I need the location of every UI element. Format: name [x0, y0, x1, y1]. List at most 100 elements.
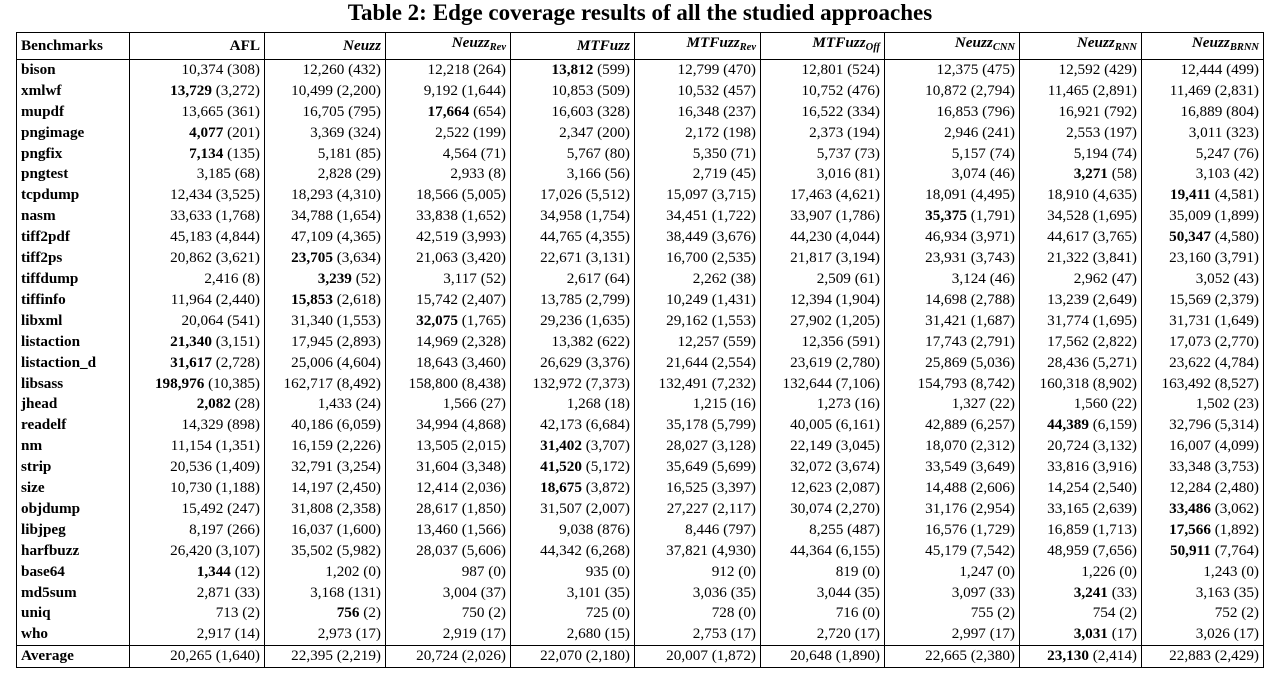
coverage-stddev: (2): [1237, 604, 1259, 622]
coverage-cell: 2,962 (47): [1019, 268, 1142, 290]
coverage-cell: 28,617 (1,850): [385, 498, 511, 520]
coverage-value: 21,817: [790, 249, 832, 267]
table-row: libjpeg 8,197 (266) 16,037 (1,600) 13,460 (…: [16, 519, 1264, 541]
coverage-cell: 31,421 (1,687): [884, 310, 1020, 332]
coverage-value: 2,172: [685, 123, 720, 141]
coverage-cell: 15,853 (2,618): [264, 289, 386, 311]
coverage-cell: 31,617 (2,728): [129, 352, 265, 374]
coverage-stddev: (135): [223, 144, 260, 162]
coverage-value: 2,946: [944, 123, 979, 141]
column-header-base: MTFuzz: [576, 36, 630, 54]
coverage-cell: 42,519 (3,993): [385, 227, 511, 249]
coverage-value: 2,553: [1066, 123, 1101, 141]
coverage-value: 1,202: [325, 562, 360, 580]
coverage-stddev: (2,770): [1210, 332, 1259, 350]
coverage-cell: 44,342 (6,268): [510, 540, 635, 562]
coverage-cell: 17,664 (654): [385, 101, 511, 123]
coverage-stddev: (2,270): [831, 499, 880, 517]
coverage-cell: 14,969 (2,328): [385, 331, 511, 353]
coverage-value: 13,382: [551, 332, 594, 350]
coverage-value: 912: [711, 562, 735, 580]
coverage-stddev: (5,982): [332, 541, 381, 559]
coverage-stddev: (80): [600, 144, 630, 162]
table-row: pngimage 4,077 (201) 3,369 (324) 2,522 (199…: [16, 122, 1264, 144]
coverage-stddev: (46): [985, 165, 1015, 183]
table-row: harfbuzz 26,420 (3,107) 35,502 (5,982) 28,0…: [16, 540, 1264, 562]
coverage-cell: 2,997 (17): [884, 624, 1020, 646]
coverage-cell: 15,569 (2,379): [1141, 289, 1264, 311]
table-row: tiffinfo 11,964 (2,440) 15,853 (2,618) 15,7…: [16, 289, 1264, 311]
coverage-cell: 17,566 (1,892): [1141, 519, 1264, 541]
coverage-stddev: (308): [223, 60, 260, 78]
coverage-cell: 20,064 (541): [129, 310, 265, 332]
coverage-cell: 22,883 (2,429): [1141, 645, 1264, 669]
coverage-stddev: (17): [850, 625, 880, 643]
coverage-stddev: (1,786): [831, 207, 880, 225]
coverage-cell: 40,186 (6,059): [264, 415, 386, 437]
coverage-stddev: (1,768): [211, 207, 260, 225]
coverage-value: 154,793: [917, 374, 967, 392]
coverage-cell: 35,649 (5,699): [634, 457, 761, 479]
coverage-stddev: (429): [1100, 60, 1137, 78]
coverage-stddev: (0): [734, 604, 756, 622]
coverage-stddev: (7,106): [831, 374, 880, 392]
coverage-stddev: (64): [600, 269, 630, 287]
coverage-stddev: (38): [726, 269, 756, 287]
coverage-value: 725: [585, 604, 609, 622]
coverage-stddev: (35): [726, 583, 756, 601]
column-header-neuzz: Neuzz: [264, 32, 386, 60]
coverage-stddev: (4,844): [211, 228, 260, 246]
coverage-value: 5,737: [816, 144, 851, 162]
coverage-value: 28,027: [666, 437, 708, 455]
coverage-stddev: (2,649): [1088, 290, 1137, 308]
benchmark-name: pngimage: [16, 122, 130, 144]
coverage-value: 20,862: [170, 249, 212, 267]
coverage-value: 1,502: [1195, 395, 1230, 413]
coverage-stddev: (6,155): [831, 541, 880, 559]
coverage-stddev: (14): [230, 625, 260, 643]
table-body: bison 10,374 (308) 12,260 (432) 12,218 (264…: [16, 59, 1264, 669]
header-row: Benchmarks AFL Neuzz NeuzzRev MTFuzz MTFuzzRe…: [16, 32, 1264, 60]
coverage-stddev: (35): [850, 583, 880, 601]
coverage-stddev: (541): [223, 311, 260, 329]
coverage-cell: 756 (2): [264, 603, 386, 625]
coverage-stddev: (200): [593, 123, 630, 141]
coverage-stddev: (797): [719, 520, 756, 538]
coverage-stddev: (22): [1107, 395, 1137, 413]
coverage-cell: 2,719 (45): [634, 164, 761, 186]
coverage-value: 33,816: [1047, 458, 1089, 476]
coverage-cell: 716 (0): [760, 603, 885, 625]
coverage-value: 33,165: [1047, 499, 1089, 517]
coverage-stddev: (1,640): [211, 647, 260, 665]
coverage-value: 132,644: [782, 374, 832, 392]
coverage-cell: 5,194 (74): [1019, 143, 1142, 165]
coverage-stddev: (17): [476, 625, 506, 643]
coverage-cell: 935 (0): [510, 561, 635, 583]
coverage-stddev: (3,348): [457, 458, 506, 476]
coverage-cell: 3,166 (56): [510, 164, 635, 186]
coverage-value: 12,414: [416, 479, 458, 497]
coverage-value: 2,373: [809, 123, 844, 141]
coverage-stddev: (0): [734, 562, 756, 580]
coverage-stddev: (198): [719, 123, 756, 141]
coverage-cell: 10,249 (1,431): [634, 289, 761, 311]
coverage-cell: 17,463 (4,621): [760, 185, 885, 207]
coverage-stddev: (2,822): [1088, 332, 1137, 350]
coverage-cell: 35,502 (5,982): [264, 540, 386, 562]
coverage-stddev: (509): [593, 81, 630, 99]
coverage-value: 3,124: [951, 269, 986, 287]
coverage-stddev: (7,656): [1088, 541, 1137, 559]
coverage-stddev: (17): [726, 625, 756, 643]
coverage-value: 37,821: [666, 541, 708, 559]
coverage-cell: 22,665 (2,380): [884, 645, 1020, 669]
coverage-stddev: (792): [1100, 102, 1137, 120]
benchmark-name: md5sum: [16, 582, 130, 604]
coverage-value: 16,007: [1169, 437, 1211, 455]
coverage-cell: 20,265 (1,640): [129, 645, 265, 669]
coverage-value: 13,239: [1047, 290, 1089, 308]
coverage-stddev: (199): [469, 123, 506, 141]
coverage-cell: 12,284 (2,480): [1141, 478, 1264, 499]
coverage-value: 13,665: [181, 102, 224, 120]
coverage-cell: 45,179 (7,542): [884, 540, 1020, 562]
coverage-stddev: (2,226): [332, 437, 381, 455]
